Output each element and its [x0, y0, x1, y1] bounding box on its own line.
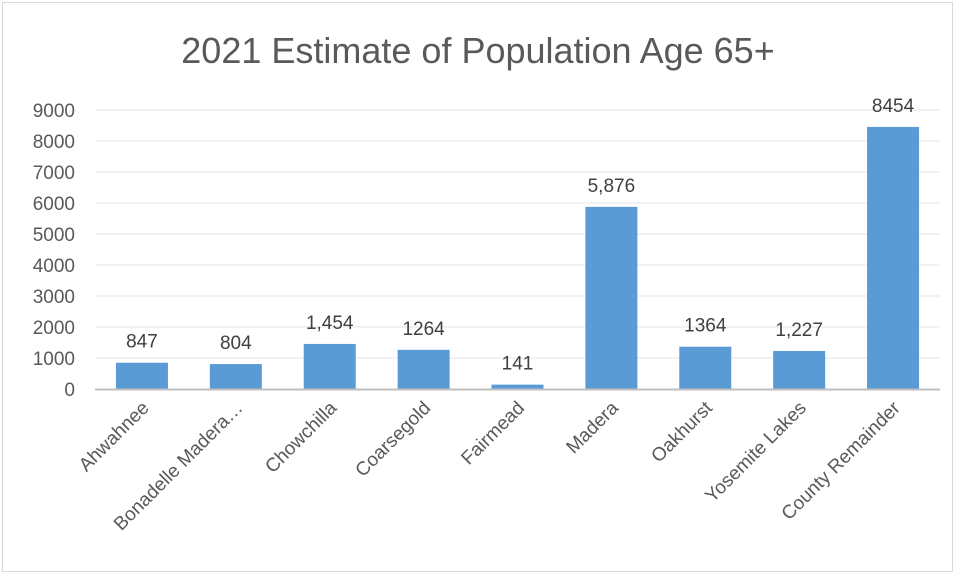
y-tick-label: 3000 — [33, 287, 75, 308]
y-tick-label: 8000 — [33, 132, 75, 153]
x-tick-label: Fairmead — [457, 398, 529, 470]
data-label: 5,876 — [588, 176, 636, 197]
bar — [303, 343, 356, 389]
x-tick-label: Madera — [563, 397, 624, 458]
y-tick-label: 7000 — [33, 163, 75, 184]
y-axis: 0 1000 2000 3000 4000 5000 6000 7000 8000 9000 — [33, 101, 75, 401]
bar — [397, 349, 450, 389]
data-label: 804 — [220, 333, 252, 354]
bar — [679, 346, 732, 389]
bar — [773, 350, 826, 389]
chart-title: 2021 Estimate of Population Age 65+ — [181, 30, 775, 71]
bar — [491, 384, 544, 389]
x-tick-label: Oakhurst — [647, 397, 717, 467]
bar — [867, 126, 920, 390]
y-tick-label: 2000 — [33, 318, 75, 339]
x-tick-label: Ahwahnee — [75, 398, 153, 476]
bar — [585, 206, 638, 389]
x-tick-label: Yosemite Lakes — [701, 398, 810, 507]
data-label: 8454 — [872, 96, 915, 117]
y-tick-label: 9000 — [33, 101, 75, 122]
x-tick-label: Chowchilla — [261, 397, 341, 477]
bar — [115, 362, 168, 389]
data-label: 141 — [502, 354, 534, 375]
y-tick-label: 4000 — [33, 256, 75, 277]
y-tick-label: 1000 — [33, 349, 75, 370]
data-label: 1,227 — [775, 320, 823, 341]
gridlines — [95, 109, 940, 359]
data-labels: 847 804 1,454 1264 141 5,876 1364 1,227 8454 — [126, 96, 915, 375]
bar — [209, 364, 262, 389]
y-tick-label: 5000 — [33, 225, 75, 246]
bars — [115, 126, 920, 390]
data-label: 1,454 — [306, 313, 354, 334]
data-label: 1364 — [684, 316, 727, 337]
y-tick-label: 0 — [64, 380, 75, 401]
y-tick-label: 6000 — [33, 194, 75, 215]
x-tick-label: Coarsegold — [352, 398, 436, 482]
data-label: 1264 — [402, 319, 445, 340]
data-label: 847 — [126, 332, 158, 353]
